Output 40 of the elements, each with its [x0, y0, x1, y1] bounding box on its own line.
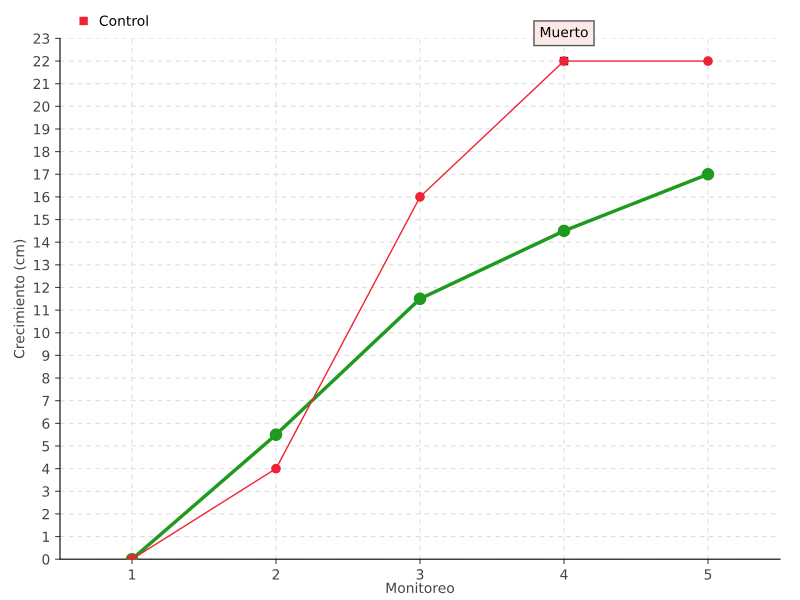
y-tick-label: 13 — [34, 260, 50, 270]
point — [558, 224, 570, 238]
y-axis-title: Crecimiento (cm) — [14, 240, 26, 358]
y-tick-label: 2 — [42, 508, 49, 520]
x-tick-label: 2 — [272, 569, 280, 580]
point — [415, 192, 425, 202]
y-tick-label: 8 — [42, 373, 50, 384]
x-tick-label: 3 — [416, 569, 424, 580]
point — [270, 428, 282, 441]
x-tick-label: 1 — [129, 569, 136, 580]
point — [703, 56, 713, 66]
y-tick-label: 12 — [34, 282, 49, 293]
point — [414, 292, 426, 306]
y-tick-label: 4 — [42, 464, 50, 474]
x-tick-label: 5 — [704, 569, 712, 580]
point — [702, 168, 714, 181]
y-tick-label: 20 — [34, 101, 50, 112]
y-tick-label: 3 — [42, 486, 50, 497]
y-tick-label: 10 — [34, 328, 50, 338]
y-tick-label: 23 — [34, 33, 50, 44]
annotation: Muerto — [540, 26, 588, 38]
y-tick-label: 19 — [34, 124, 50, 134]
y-tick-label: 9 — [42, 350, 50, 361]
legend-label: Control — [100, 15, 148, 26]
y-tick-label: 22 — [34, 56, 49, 66]
y-tick-label: 6 — [42, 418, 50, 429]
y-tick-label: 14 — [34, 237, 50, 248]
y-tick-label: 18 — [34, 146, 50, 158]
y-tick-label: 16 — [34, 192, 50, 202]
y-tick-label: 0 — [42, 554, 50, 565]
x-tick-label: 4 — [560, 569, 568, 580]
point — [271, 464, 281, 474]
y-tick-label: 7 — [42, 396, 50, 406]
y-tick-label: 17 — [34, 169, 50, 180]
y-tick-label: 1 — [42, 532, 49, 542]
y-tick-label: 21 — [34, 78, 49, 89]
y-tick-label: 5 — [42, 441, 50, 452]
x-axis-title: Monitoreo — [386, 582, 454, 594]
y-tick-label: 15 — [34, 214, 50, 226]
y-tick-label: 11 — [34, 305, 49, 316]
